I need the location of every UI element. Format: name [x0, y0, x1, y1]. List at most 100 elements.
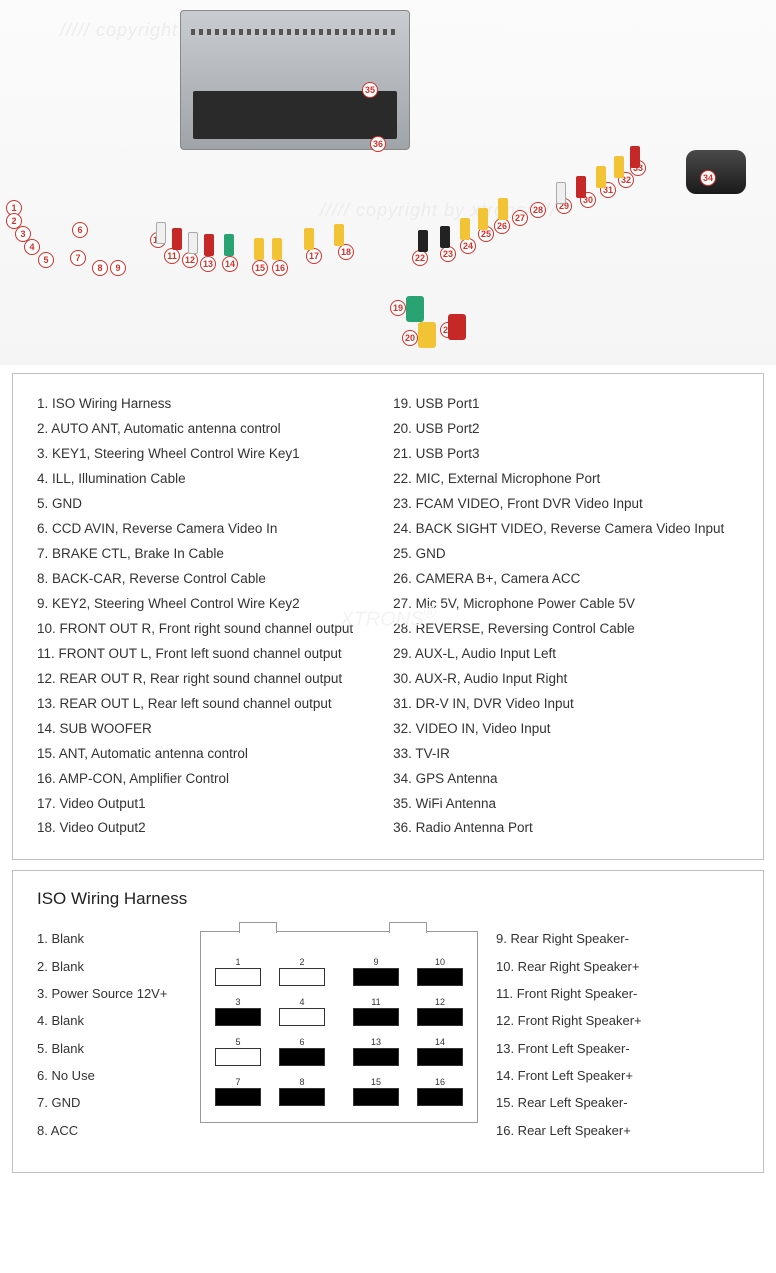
legend-item: 19. USB Port1	[393, 392, 724, 417]
pin-item: 15. Rear Left Speaker-	[496, 1089, 671, 1116]
pin-number: 6	[280, 1037, 324, 1047]
pin-item: 4. Blank	[37, 1007, 182, 1034]
legend-item: 7. BRAKE CTL, Brake In Cable	[37, 542, 353, 567]
legend-item: 14. SUB WOOFER	[37, 717, 353, 742]
pin-item: 2. Blank	[37, 953, 182, 980]
pin-number: 5	[216, 1037, 260, 1047]
pin-number: 8	[280, 1077, 324, 1087]
connector-pin-14: 14	[417, 1048, 463, 1066]
callout-6: 6	[72, 222, 88, 238]
rca-connector	[304, 228, 314, 250]
callout-24: 24	[460, 238, 476, 254]
callout-20: 20	[402, 330, 418, 346]
callout-23: 23	[440, 246, 456, 262]
legend-item: 13. REAR OUT L, Rear left sound channel …	[37, 692, 353, 717]
pin-number: 3	[216, 997, 260, 1007]
legend-item: 11. FRONT OUT L, Front left suond channe…	[37, 642, 353, 667]
connector-pin-16: 16	[417, 1088, 463, 1106]
rca-connector	[614, 156, 624, 178]
callout-14: 14	[222, 256, 238, 272]
harness-pins-right: 9. Rear Right Speaker-10. Rear Right Spe…	[496, 925, 671, 1143]
callout-5: 5	[38, 252, 54, 268]
pin-item: 13. Front Left Speaker-	[496, 1035, 671, 1062]
rca-connector	[188, 232, 198, 254]
callout-22: 22	[412, 250, 428, 266]
legend-item: 16. AMP-CON, Amplifier Control	[37, 767, 353, 792]
callout-26: 26	[494, 218, 510, 234]
wiring-diagram-image: ///// copyright by xtrons///// ///// cop…	[0, 0, 776, 365]
rca-connector	[460, 218, 470, 240]
legend-item: 3. KEY1, Steering Wheel Control Wire Key…	[37, 442, 353, 467]
legend-item: 23. FCAM VIDEO, Front DVR Video Input	[393, 492, 724, 517]
callout-19: 19	[390, 300, 406, 316]
legend-item: 20. USB Port2	[393, 417, 724, 442]
rca-connector	[418, 230, 428, 252]
legend-item: 32. VIDEO IN, Video Input	[393, 717, 724, 742]
pin-number: 2	[280, 957, 324, 967]
legend-item: 36. Radio Antenna Port	[393, 816, 724, 841]
rca-connector	[440, 226, 450, 248]
legend-item: 5. GND	[37, 492, 353, 517]
pin-item: 8. ACC	[37, 1117, 182, 1144]
connector-pin-12: 12	[417, 1008, 463, 1026]
rca-connector	[156, 222, 166, 244]
rca-connector	[630, 146, 640, 168]
legend-item: 28. REVERSE, Reversing Control Cable	[393, 617, 724, 642]
legend-item: 30. AUX-R, Audio Input Right	[393, 667, 724, 692]
legend-item: 6. CCD AVIN, Reverse Camera Video In	[37, 517, 353, 542]
callout-27: 27	[512, 210, 528, 226]
connector-block-a: 12345678	[215, 958, 325, 1108]
legend-item: 35. WiFi Antenna	[393, 792, 724, 817]
pin-item: 16. Rear Left Speaker+	[496, 1117, 671, 1144]
legend-item: 31. DR-V IN, DVR Video Input	[393, 692, 724, 717]
callout-35: 35	[362, 82, 378, 98]
callout-18: 18	[338, 244, 354, 260]
rca-connector	[596, 166, 606, 188]
legend-item: 8. BACK-CAR, Reverse Control Cable	[37, 567, 353, 592]
iso-harness-box: ISO Wiring Harness 1. Blank2. Blank3. Po…	[12, 870, 764, 1172]
connector-pin-7: 7	[215, 1088, 261, 1106]
pin-number: 9	[354, 957, 398, 967]
legend-item: 12. REAR OUT R, Rear right sound channel…	[37, 667, 353, 692]
usb-plug	[406, 296, 424, 322]
rca-connector	[478, 208, 488, 230]
pin-number: 11	[354, 997, 398, 1007]
legend-item: 27. Mic 5V, Microphone Power Cable 5V	[393, 592, 724, 617]
pin-number: 7	[216, 1077, 260, 1087]
connector-diagram: 12 3 4 5 6 7 8 9 10 11 12 13 14 15 16	[200, 931, 478, 1123]
legend-item: 10. FRONT OUT R, Front right sound chann…	[37, 617, 353, 642]
callout-15: 15	[252, 260, 268, 276]
head-unit-illustration	[180, 10, 410, 150]
connector-pin-4: 4	[279, 1008, 325, 1026]
pin-number: 12	[418, 997, 462, 1007]
pin-number: 4	[280, 997, 324, 1007]
connector-pin-10: 10	[417, 968, 463, 986]
legend-item: 4. ILL, Illumination Cable	[37, 467, 353, 492]
pin-number: 13	[354, 1037, 398, 1047]
legend-item: 26. CAMERA B+, Camera ACC	[393, 567, 724, 592]
connector-pin-6: 6	[279, 1048, 325, 1066]
callout-7: 7	[70, 250, 86, 266]
callout-16: 16	[272, 260, 288, 276]
pin-item: 11. Front Right Speaker-	[496, 980, 671, 1007]
pin-item: 9. Rear Right Speaker-	[496, 925, 671, 952]
legend-item: 9. KEY2, Steering Wheel Control Wire Key…	[37, 592, 353, 617]
legend-column-left: 1. ISO Wiring Harness2. AUTO ANT, Automa…	[37, 392, 353, 841]
legend-item: 22. MIC, External Microphone Port	[393, 467, 724, 492]
rca-connector	[254, 238, 264, 260]
legend-column-right: 19. USB Port120. USB Port221. USB Port32…	[393, 392, 724, 841]
legend-item: 29. AUX-L, Audio Input Left	[393, 642, 724, 667]
pin-item: 7. GND	[37, 1089, 182, 1116]
rca-connector	[172, 228, 182, 250]
connector-block-b: 9 10 11 12 13 14 15 16	[353, 958, 463, 1108]
connector-pin-15: 15	[353, 1088, 399, 1106]
pin-item: 1. Blank	[37, 925, 182, 952]
rca-connector	[576, 176, 586, 198]
harness-title: ISO Wiring Harness	[37, 889, 739, 909]
rca-connector	[224, 234, 234, 256]
connector-pin-2: 2	[279, 968, 325, 986]
connector-pin-13: 13	[353, 1048, 399, 1066]
rca-connector	[498, 198, 508, 220]
rca-connector	[334, 224, 344, 246]
pin-number: 15	[354, 1077, 398, 1087]
